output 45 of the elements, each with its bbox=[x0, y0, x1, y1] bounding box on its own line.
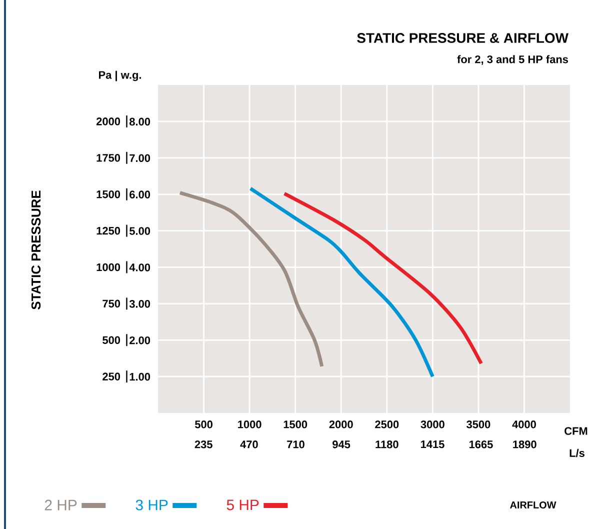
y-tick-label: 250 bbox=[102, 372, 120, 380]
y-tick-label: 2000 bbox=[96, 118, 120, 126]
y2-tick-label: 2.00 bbox=[130, 336, 150, 344]
x-tick-label: 1500 bbox=[284, 420, 308, 428]
y2-tick-label: 4.00 bbox=[129, 264, 150, 272]
chart-subtitle: for 2, 3 and 5 HP fans bbox=[457, 55, 568, 65]
x-tick-label: 3000 bbox=[420, 420, 444, 428]
y2-tick-label: 6.00 bbox=[130, 190, 150, 198]
text: AIRFLOW bbox=[510, 501, 556, 509]
text: CFM bbox=[564, 427, 588, 435]
x-tick-label: 1000 bbox=[238, 420, 262, 428]
x2-tick-label: 945 bbox=[332, 440, 350, 448]
y2-tick-label: 7.00 bbox=[130, 154, 150, 162]
legend-label: 2 HP bbox=[44, 500, 77, 510]
x2-tick-label: 1180 bbox=[376, 440, 398, 448]
x2-tick-label: 1890 bbox=[513, 440, 536, 448]
chart-title: STATIC PRESSURE & AIRFLOW bbox=[357, 33, 568, 43]
legend-label: 3 HP bbox=[136, 500, 168, 510]
line-series bbox=[178, 191, 324, 368]
y2-tick-label: 8.00 bbox=[130, 118, 150, 126]
line-series bbox=[248, 186, 434, 378]
legend-label: 5 HP bbox=[226, 500, 259, 510]
line-series bbox=[282, 192, 483, 366]
x-tick-label: 4000 bbox=[512, 420, 536, 428]
x2-tick-label: 235 bbox=[194, 440, 212, 448]
y-tick-label: 750 bbox=[102, 300, 120, 308]
text: L/s bbox=[570, 448, 584, 458]
x2-tick-label: 710 bbox=[287, 440, 304, 448]
y-tick-label: 1000 bbox=[96, 263, 120, 272]
y2-tick-label: 1.00 bbox=[130, 372, 150, 381]
y2-tick-label: 5.00 bbox=[130, 227, 150, 235]
y-tick-label: 1500 bbox=[96, 190, 120, 198]
x-tick-label: 500 bbox=[194, 420, 212, 428]
x-tick-label: 3500 bbox=[466, 420, 490, 428]
y2-tick-label: 3.00 bbox=[129, 300, 150, 308]
x2-tick-label: 1415 bbox=[420, 440, 444, 448]
x-tick-label: 2500 bbox=[375, 420, 399, 428]
y-tick-label: 1750 bbox=[96, 154, 120, 162]
x2-tick-label: 1665 bbox=[469, 440, 493, 448]
y-axis-title: STATIC PRESSURE bbox=[31, 190, 41, 310]
y-tick-label: 1250 bbox=[96, 226, 120, 235]
x2-tick-label: 470 bbox=[240, 440, 258, 448]
text: Pa | w.g. bbox=[99, 70, 141, 82]
x-tick-label: 2000 bbox=[329, 420, 353, 428]
y-tick-label: 500 bbox=[102, 336, 120, 344]
